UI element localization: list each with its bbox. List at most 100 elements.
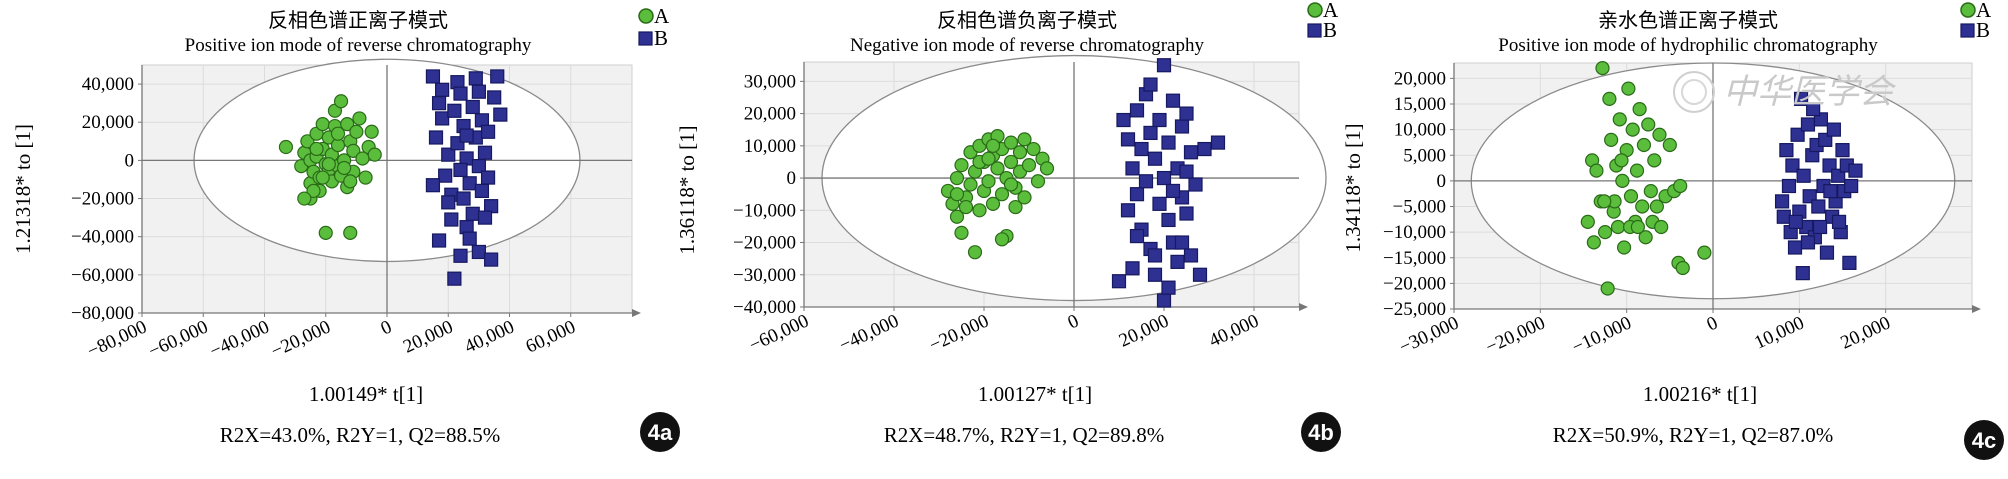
point-a [967,245,983,260]
point-b [490,69,505,84]
point-b [438,168,453,183]
point-b [1116,112,1131,128]
point-b [1152,112,1167,128]
x-tick-label: 40,000 [1206,310,1262,351]
point-b [477,145,493,160]
point-a [1630,219,1645,235]
point-a [352,111,367,126]
legend-marker-a [1307,2,1323,18]
point-b [480,124,496,139]
point-a [990,161,1005,176]
point-a [340,117,355,132]
legend-label-b: B [1976,18,1990,42]
point-b [1170,254,1185,269]
model-stats: R2X=43.0%, R2Y=1, Q2=88.5% [220,423,501,447]
point-b [441,195,456,210]
point-b [1183,248,1199,263]
point-b [1125,261,1140,276]
y-tick-label: −20,000 [733,233,796,254]
point-a [1597,225,1613,240]
x-axis-arrow-icon [632,309,641,317]
chart-title-zh: 亲水色谱正离子模式 [1598,8,1778,32]
point-b [1826,122,1841,137]
point-b [1795,266,1810,281]
point-b [487,90,502,105]
point-a [1003,135,1019,150]
panel-badge [1964,420,2004,460]
point-b [1179,206,1194,221]
y-tick-label: 20,000 [1394,68,1446,89]
y-tick-label: 0 [787,168,797,189]
point-b [1774,194,1790,209]
point-a [1652,127,1667,142]
score-plot-4c: 亲水色谱正离子模式 Positive ion mode of hydrophil… [1341,0,2004,460]
chart-title-en: Negative ion mode of reverse chromatogra… [850,35,1205,56]
y-tick-label: 30,000 [744,71,796,92]
x-axis-label: 1.00149* t[1] [309,382,423,406]
point-a [985,138,1001,153]
y-tick-labels: 20,000 15,000 10,000 5,000 0 −5,000 −10,000 −15… [1383,68,1446,320]
point-a [1675,260,1690,276]
point-b [1197,141,1212,157]
axes [800,62,1308,311]
point-b [1811,199,1826,214]
point-b [1152,196,1167,211]
point-a [1638,230,1653,245]
point-a [1017,132,1032,147]
point-a [297,191,312,206]
point-b [1143,125,1158,141]
point-b [1120,203,1136,218]
point-a [1595,61,1610,76]
x-tick-label: 20,000 [400,316,456,357]
point-b [1174,235,1190,250]
point-b [453,86,468,101]
y-axis-label: 1.34118* to [1] [1341,123,1365,252]
point-b [1147,248,1163,263]
y-tick-label: −40,000 [733,297,796,318]
point-a [315,117,330,132]
axes [1450,63,1981,313]
point-a [1012,145,1028,160]
point-b [431,96,447,111]
point-b [471,244,486,260]
point-b [1120,132,1136,147]
legend-marker-b [1960,23,1975,38]
point-a [333,94,349,109]
point-b [1111,274,1127,289]
y-tick-label: −20,000 [71,189,134,210]
legend-label-b: B [654,26,668,50]
y-axis-label: 1.21318* to [1] [11,124,35,254]
legend-marker-a [638,8,654,24]
point-a [1030,174,1046,189]
score-plot-panel-4c: 亲水色谱正离子模式 Positive ion mode of hydrophil… [1338,0,2007,479]
point-b [1831,214,1847,229]
point-b [1781,178,1797,194]
point-a [364,124,379,139]
point-a [985,196,1001,211]
y-tick-label: 0 [125,150,135,171]
x-axis-label: 1.00216* t[1] [1643,382,1757,406]
point-b [447,103,462,118]
point-b [462,176,477,191]
point-a [949,209,965,224]
point-b [1174,119,1190,134]
point-a [1604,132,1619,147]
point-b [1788,214,1803,229]
point-b [1125,161,1140,176]
point-a [954,158,969,173]
point-b [1835,143,1850,158]
x-tick-label: 20,000 [1838,312,1894,353]
point-b [453,162,468,178]
point-b [1156,293,1172,308]
score-plot-panel-4b: 反相色谱负离子模式 Negative ion mode of reverse c… [669,0,1341,479]
y-tick-label: 5,000 [1403,145,1446,166]
point-b [1129,187,1145,202]
legend-marker-b [638,31,653,46]
point-a [1629,163,1645,178]
point-b [468,71,483,86]
panel-badge-label: 4b [1308,420,1334,445]
point-a [1635,199,1650,214]
point-a [1697,245,1712,260]
point-b [1848,163,1863,178]
point-b [1134,141,1149,157]
